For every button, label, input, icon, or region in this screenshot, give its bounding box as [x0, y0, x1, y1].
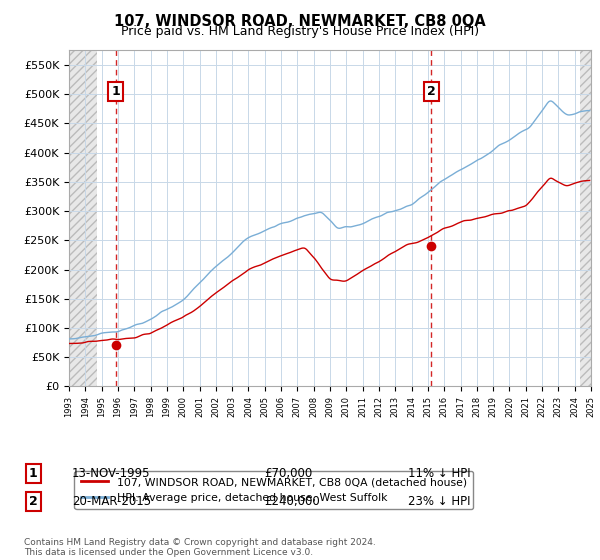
- Text: 11% ↓ HPI: 11% ↓ HPI: [408, 466, 470, 480]
- Text: Contains HM Land Registry data © Crown copyright and database right 2024.
This d: Contains HM Land Registry data © Crown c…: [24, 538, 376, 557]
- Text: 107, WINDSOR ROAD, NEWMARKET, CB8 0QA: 107, WINDSOR ROAD, NEWMARKET, CB8 0QA: [114, 14, 486, 29]
- Bar: [580, 50, 591, 386]
- Text: 2: 2: [427, 85, 436, 98]
- Text: £70,000: £70,000: [264, 466, 312, 480]
- Text: 2: 2: [29, 494, 37, 508]
- Text: £240,000: £240,000: [264, 494, 320, 508]
- Legend: 107, WINDSOR ROAD, NEWMARKET, CB8 0QA (detached house), HPI: Average price, deta: 107, WINDSOR ROAD, NEWMARKET, CB8 0QA (d…: [74, 471, 473, 509]
- Text: 20-MAR-2015: 20-MAR-2015: [72, 494, 151, 508]
- Text: 23% ↓ HPI: 23% ↓ HPI: [408, 494, 470, 508]
- Text: 1: 1: [29, 466, 37, 480]
- Text: Price paid vs. HM Land Registry's House Price Index (HPI): Price paid vs. HM Land Registry's House …: [121, 25, 479, 38]
- Text: 1: 1: [112, 85, 120, 98]
- Bar: [69, 50, 97, 386]
- Text: 13-NOV-1995: 13-NOV-1995: [72, 466, 151, 480]
